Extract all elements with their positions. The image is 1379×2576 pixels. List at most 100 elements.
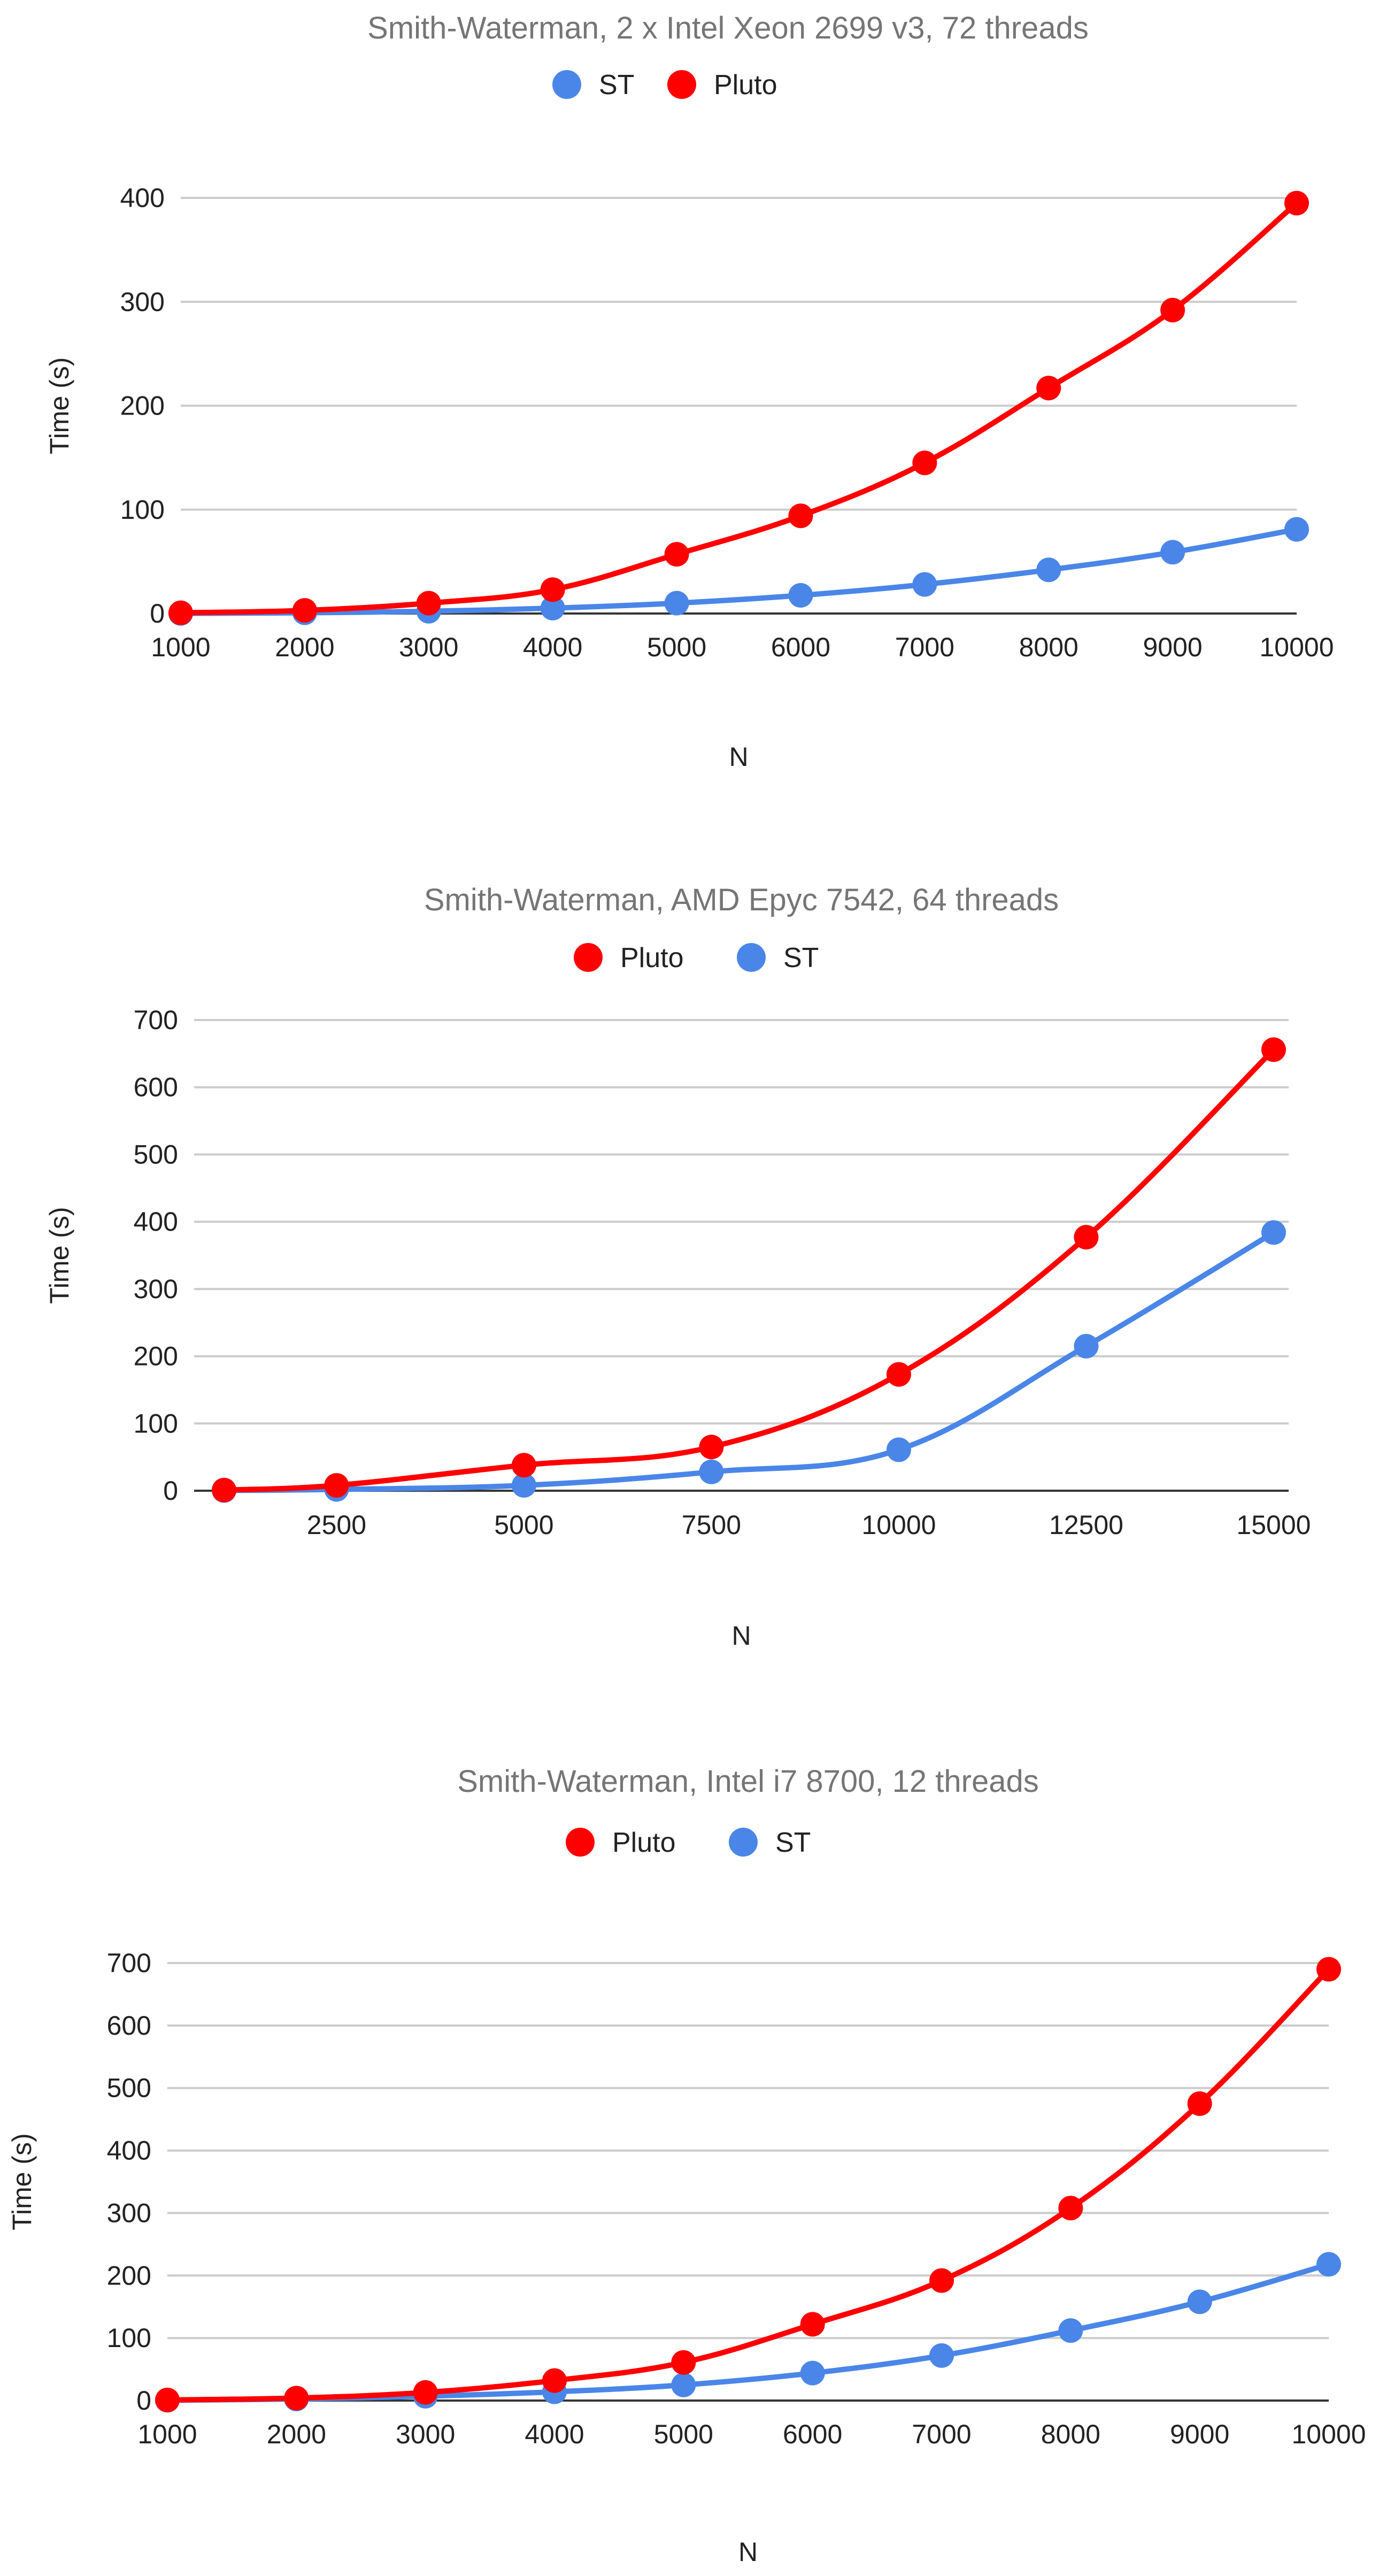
data-point-st: [1316, 2252, 1341, 2277]
data-point-pluto: [788, 503, 813, 528]
x-tick-label: 9000: [1170, 2419, 1229, 2449]
legend-label-st: ST: [775, 1827, 811, 1858]
data-point-st: [800, 2360, 825, 2386]
data-point-pluto: [1074, 1225, 1099, 1250]
x-tick-label: 8000: [1041, 2419, 1100, 2449]
y-tick-label: 100: [107, 2323, 151, 2353]
chart-title: Smith-Waterman, Intel i7 8700, 12 thread…: [457, 1764, 1039, 1799]
x-tick-label: 6000: [771, 632, 830, 662]
x-axis-title: N: [729, 742, 748, 772]
legend-marker-pluto: [667, 70, 696, 99]
data-point-pluto: [540, 577, 565, 602]
x-tick-label: 2000: [267, 2419, 326, 2449]
data-point-st: [540, 595, 565, 620]
x-tick-label: 5000: [654, 2419, 713, 2449]
data-point-pluto: [542, 2368, 567, 2393]
data-point-st: [1284, 517, 1309, 542]
data-point-pluto: [292, 598, 317, 623]
y-tick-label: 0: [150, 599, 165, 628]
data-point-pluto: [1058, 2196, 1083, 2221]
data-point-pluto: [886, 1362, 911, 1387]
x-tick-label: 10000: [1259, 632, 1334, 662]
data-point-pluto: [416, 591, 441, 616]
legend-marker-st: [737, 943, 766, 972]
data-point-pluto: [511, 1453, 536, 1478]
legend-label-pluto: Pluto: [714, 70, 777, 101]
data-point-st: [912, 572, 937, 597]
y-tick-label: 600: [107, 2011, 151, 2041]
data-point-st: [511, 1473, 536, 1498]
series-line-st: [178, 526, 1299, 616]
x-tick-label: 2500: [307, 1510, 366, 1540]
legend-label-pluto: Pluto: [620, 942, 684, 973]
y-tick-label: 300: [107, 2198, 151, 2228]
legend-marker-st: [552, 70, 581, 99]
y-tick-label: 700: [107, 1948, 151, 1978]
data-point-st: [929, 2343, 954, 2368]
y-tick-label: 200: [120, 391, 165, 421]
data-point-pluto: [699, 1435, 724, 1460]
y-tick-label: 300: [120, 287, 165, 317]
data-point-pluto: [1284, 190, 1309, 216]
series-line-pluto: [178, 200, 1299, 616]
x-tick-label: 5000: [494, 1510, 553, 1540]
data-point-pluto: [284, 2386, 309, 2411]
y-tick-label: 700: [134, 1005, 178, 1035]
data-point-st: [1058, 2318, 1083, 2343]
x-tick-label: 3000: [399, 632, 458, 662]
x-tick-label: 9000: [1143, 632, 1202, 662]
x-axis-title: N: [731, 1621, 751, 1651]
x-tick-label: 4000: [523, 632, 582, 662]
data-point-pluto: [1261, 1037, 1286, 1062]
legend-label-st: ST: [783, 942, 819, 973]
legend-label-st: ST: [599, 70, 634, 101]
x-tick-label: 1000: [151, 632, 210, 662]
data-point-pluto: [168, 600, 193, 625]
legend-marker-st: [729, 1828, 758, 1857]
x-tick-label: 8000: [1019, 632, 1078, 662]
data-point-pluto: [800, 2312, 825, 2337]
legend-label-pluto: Pluto: [612, 1827, 676, 1858]
y-tick-label: 200: [134, 1341, 178, 1371]
y-tick-label: 600: [134, 1072, 178, 1102]
y-tick-label: 500: [107, 2073, 151, 2103]
x-tick-label: 15000: [1236, 1510, 1311, 1540]
data-point-st: [664, 591, 689, 616]
x-tick-label: 7000: [912, 2419, 971, 2449]
x-tick-label: 1000: [137, 2419, 197, 2449]
series-line-st: [221, 1230, 1276, 1493]
data-point-pluto: [1160, 297, 1185, 323]
data-point-pluto: [929, 2268, 954, 2293]
series-line-pluto: [165, 1966, 1331, 2403]
y-tick-label: 100: [134, 1408, 178, 1438]
data-point-pluto: [1187, 2091, 1212, 2116]
y-tick-label: 0: [136, 2386, 151, 2416]
y-tick-label: 400: [120, 183, 165, 213]
y-axis-title: Time (s): [7, 2133, 37, 2230]
y-tick-label: 500: [134, 1139, 178, 1169]
x-tick-label: 3000: [396, 2419, 455, 2449]
x-tick-label: 7500: [682, 1510, 741, 1540]
x-tick-label: 12500: [1049, 1510, 1123, 1540]
data-point-st: [1036, 557, 1061, 582]
chart-2: Smith-Waterman, AMD Epyc 7542, 64 thread…: [44, 883, 1311, 1651]
data-point-st: [886, 1437, 911, 1462]
data-point-st: [1074, 1333, 1099, 1359]
chart-3: Smith-Waterman, Intel i7 8700, 12 thread…: [7, 1764, 1366, 2567]
y-tick-label: 200: [107, 2260, 151, 2290]
data-point-st: [1261, 1220, 1286, 1245]
chart-1: Smith-Waterman, 2 x Intel Xeon 2699 v3, …: [44, 11, 1334, 772]
x-tick-label: 7000: [895, 632, 954, 662]
data-point-pluto: [1036, 375, 1061, 401]
x-axis-title: N: [738, 2537, 758, 2567]
y-tick-label: 0: [163, 1476, 178, 1506]
chart-title: Smith-Waterman, 2 x Intel Xeon 2699 v3, …: [367, 11, 1089, 45]
data-point-pluto: [671, 2350, 696, 2375]
series-line-pluto: [221, 1047, 1276, 1493]
data-point-pluto: [1316, 1957, 1341, 1982]
y-tick-label: 400: [134, 1207, 178, 1237]
data-point-pluto: [324, 1473, 349, 1498]
x-tick-label: 2000: [275, 632, 334, 662]
data-point-pluto: [413, 2380, 438, 2405]
x-tick-label: 4000: [525, 2419, 584, 2449]
